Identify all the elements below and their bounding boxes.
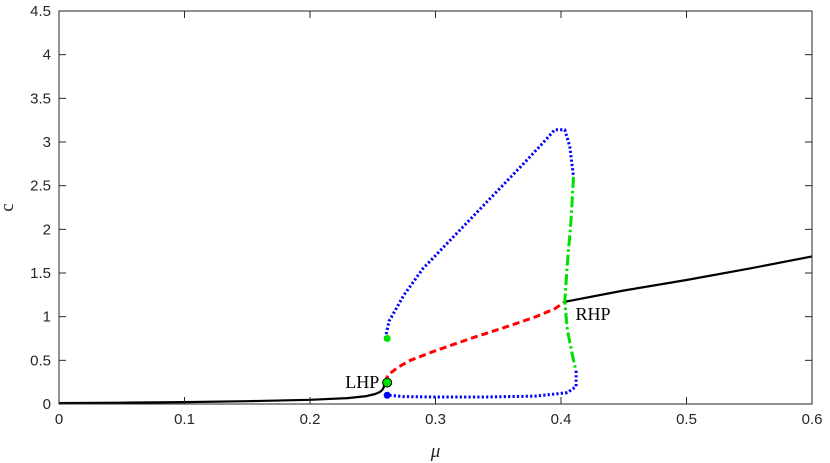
series-blue-dotted-5 <box>388 370 578 399</box>
y-axis-label: c <box>0 203 18 211</box>
ticks-layer: 0 0.1 0.2 0.3 0.4 0.5 0.6 0 0.5 1 1.5 2 2.5 3 3.5 4 4.5 <box>30 3 822 428</box>
y-tick-label: 1 <box>43 309 51 326</box>
series-red-dashed-1 <box>383 300 566 383</box>
x-tick-label: 0 <box>55 411 63 428</box>
series-black-solid-2 <box>564 255 813 303</box>
x-tick-label: 0.4 <box>551 411 572 428</box>
y-tick-label: 3.5 <box>30 90 51 107</box>
point-marker-0 <box>382 377 393 388</box>
annotations-layer: LHP RHP <box>345 304 610 392</box>
series-blue-dotted-3 <box>383 128 575 339</box>
markers-layer <box>382 335 393 399</box>
y-tick-label: 3 <box>43 134 51 151</box>
x-tick-label: 0.2 <box>300 411 321 428</box>
curves-layer <box>58 128 813 405</box>
series-green-dashdot-4 <box>563 176 578 372</box>
y-tick-label: 4.5 <box>30 3 51 20</box>
x-tick-label: 0.3 <box>425 411 446 428</box>
point-marker-2 <box>383 335 391 342</box>
series-black-solid-0 <box>58 381 387 405</box>
plot-frame <box>58 10 813 405</box>
y-tick-label: 2.5 <box>30 178 51 195</box>
y-tick-label: 2 <box>43 221 51 238</box>
point-marker-1 <box>383 391 391 399</box>
x-tick-label: 0.1 <box>174 411 195 428</box>
y-tick-label: 1.5 <box>30 265 51 282</box>
x-axis-label: μ <box>430 441 441 462</box>
y-tick-label: 0.5 <box>30 352 51 369</box>
annotation-lhp: LHP <box>345 372 379 392</box>
y-tick-label: 0 <box>43 396 51 413</box>
annotation-rhp: RHP <box>576 304 611 324</box>
x-tick-label: 0.6 <box>802 411 823 428</box>
x-tick-label: 0.5 <box>676 411 697 428</box>
y-tick-label: 4 <box>43 47 51 64</box>
